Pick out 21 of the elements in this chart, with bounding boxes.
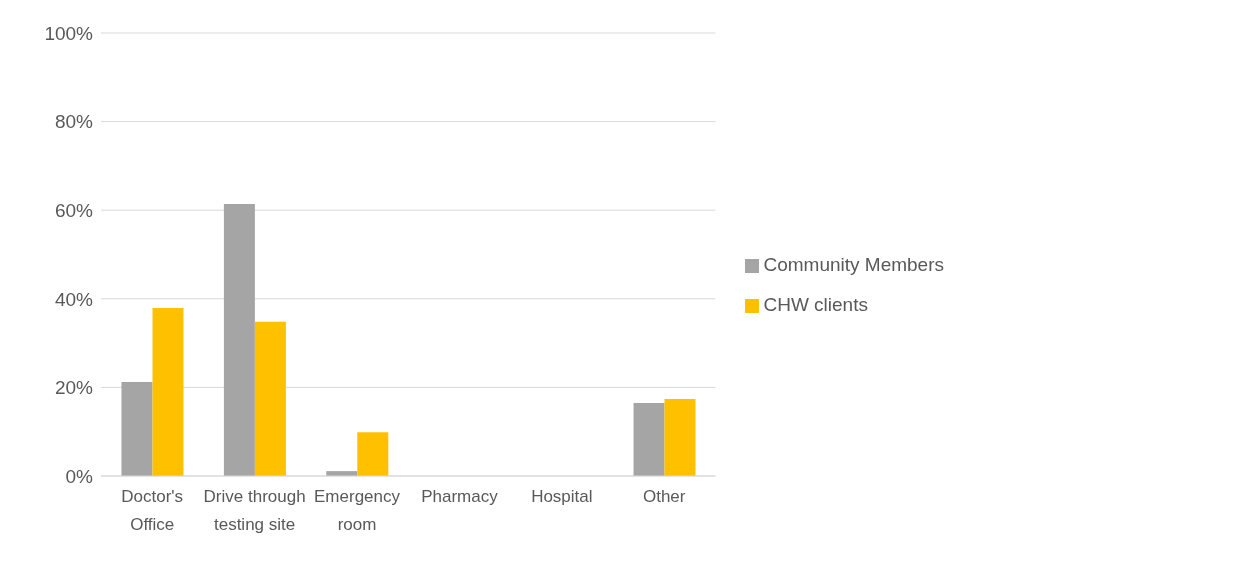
y-tick-label: 40% (54, 288, 94, 310)
bar (633, 402, 665, 476)
x-tick-label: Other (642, 487, 686, 506)
bar (152, 308, 184, 476)
x-tick-label: Pharmacy (421, 487, 499, 506)
bar (121, 382, 153, 476)
x-tick-label: Drive through testing site (203, 487, 306, 534)
bar (254, 321, 286, 476)
legend-label: CHW clients (763, 294, 868, 315)
y-tick-label: 100% (44, 22, 94, 44)
legend-label: Community Members (763, 254, 944, 275)
x-tick-label: Doctor's Office (121, 487, 184, 534)
bar (223, 204, 255, 476)
x-tick-label: Emergency room (314, 487, 401, 534)
bar (664, 398, 696, 476)
y-tick-label: 20% (54, 377, 94, 399)
bar (357, 432, 389, 476)
y-tick-label: 80% (54, 111, 94, 133)
y-tick-label: 60% (54, 199, 94, 221)
y-tick-label: 0% (65, 465, 94, 487)
x-tick-label: Hospital (531, 487, 593, 506)
